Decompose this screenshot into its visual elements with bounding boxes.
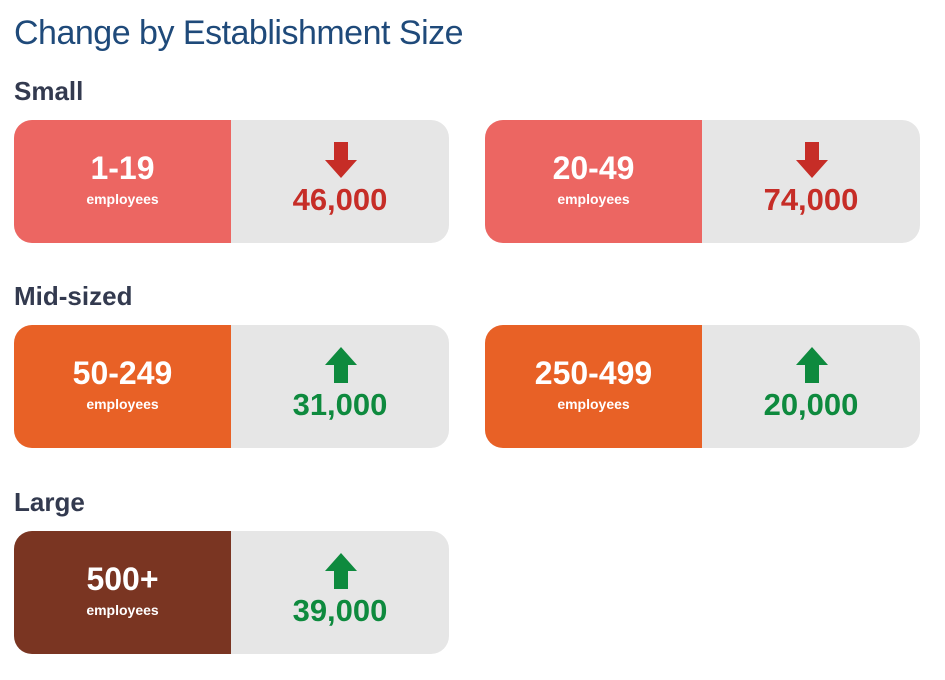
size-unit: employees xyxy=(557,191,630,207)
arrow-shape xyxy=(325,553,357,589)
change-value: 74,000 xyxy=(763,182,859,217)
arrow-shape xyxy=(796,347,828,383)
stat-card: 250-499 employees 20,000 xyxy=(485,325,920,448)
size-panel: 20-49 employees xyxy=(485,120,702,243)
page-title: Change by Establishment Size xyxy=(14,14,464,52)
change-value: 46,000 xyxy=(292,182,388,217)
stat-card: 500+ employees 39,000 xyxy=(14,531,449,654)
group-label: Mid-sized xyxy=(14,281,133,311)
size-unit: employees xyxy=(86,396,159,412)
size-panel: 1-19 employees xyxy=(14,120,231,243)
change-panel: 39,000 xyxy=(231,531,449,654)
stat-card: 50-249 employees 31,000 xyxy=(14,325,449,448)
size-range: 250-499 xyxy=(534,355,653,391)
size-panel: 500+ employees xyxy=(14,531,231,654)
stat-card: 20-49 employees 74,000 xyxy=(485,120,920,243)
direction-arrow xyxy=(796,347,828,383)
group-label: Small xyxy=(14,76,84,106)
direction-arrow xyxy=(796,142,828,178)
stat-card: 1-19 employees 46,000 xyxy=(14,120,449,243)
change-value: 20,000 xyxy=(763,387,859,422)
direction-arrow xyxy=(325,142,357,178)
size-range: 1-19 xyxy=(90,150,155,186)
group-label: Large xyxy=(14,487,85,517)
change-panel: 74,000 xyxy=(702,120,920,243)
arrow-shape xyxy=(325,142,357,178)
size-range: 20-49 xyxy=(552,150,635,186)
change-panel: 31,000 xyxy=(231,325,449,448)
direction-arrow xyxy=(325,553,357,589)
size-unit: employees xyxy=(86,602,159,618)
change-value: 39,000 xyxy=(292,593,388,628)
direction-arrow xyxy=(325,347,357,383)
change-panel: 46,000 xyxy=(231,120,449,243)
arrow-shape xyxy=(796,142,828,178)
size-unit: employees xyxy=(86,191,159,207)
size-range: 500+ xyxy=(86,561,159,597)
size-unit: employees xyxy=(557,396,630,412)
arrow-shape xyxy=(325,347,357,383)
change-panel: 20,000 xyxy=(702,325,920,448)
size-panel: 50-249 employees xyxy=(14,325,231,448)
size-range: 50-249 xyxy=(72,355,173,391)
size-panel: 250-499 employees xyxy=(485,325,702,448)
change-value: 31,000 xyxy=(292,387,388,422)
